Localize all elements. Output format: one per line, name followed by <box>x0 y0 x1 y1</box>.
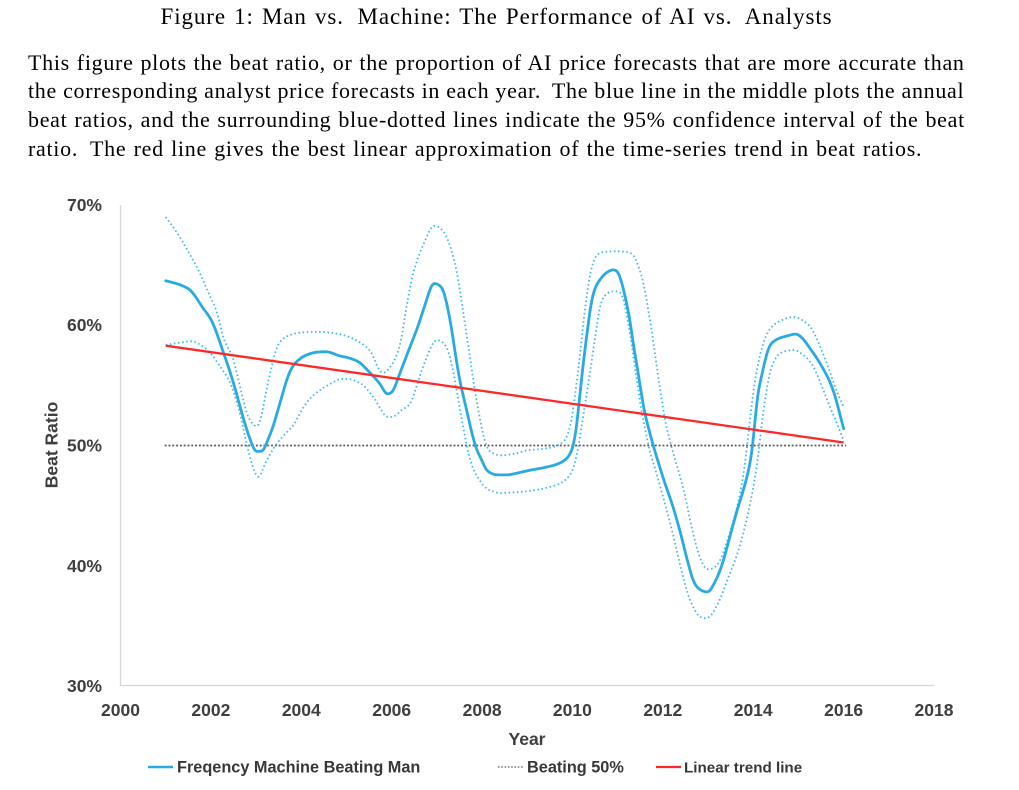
svg-text:2000: 2000 <box>101 700 140 720</box>
svg-text:2014: 2014 <box>734 700 773 720</box>
svg-text:30%: 30% <box>67 676 102 696</box>
svg-text:2018: 2018 <box>915 700 954 720</box>
svg-text:2012: 2012 <box>643 700 682 720</box>
svg-text:Beat Ratio: Beat Ratio <box>42 402 62 489</box>
svg-text:Year: Year <box>509 729 546 749</box>
svg-text:Freqency Machine Beating Man: Freqency Machine Beating Man <box>177 759 420 777</box>
svg-text:2002: 2002 <box>191 700 230 720</box>
svg-text:2004: 2004 <box>282 700 321 720</box>
svg-text:2016: 2016 <box>824 700 863 720</box>
svg-text:Linear trend line: Linear trend line <box>684 760 802 777</box>
svg-text:2010: 2010 <box>553 700 592 720</box>
svg-text:50%: 50% <box>67 436 102 456</box>
svg-text:Beating 50%: Beating 50% <box>527 759 624 777</box>
svg-text:60%: 60% <box>67 315 102 335</box>
svg-text:40%: 40% <box>67 556 102 576</box>
svg-text:2006: 2006 <box>372 700 411 720</box>
svg-text:70%: 70% <box>67 195 102 215</box>
svg-text:2008: 2008 <box>463 700 502 720</box>
